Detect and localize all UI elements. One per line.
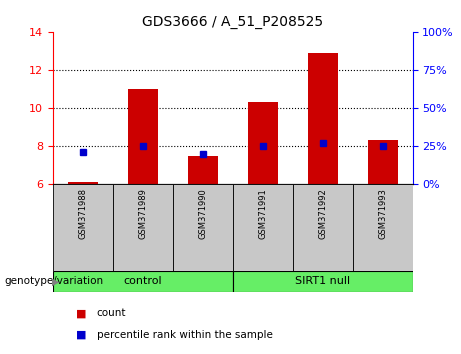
- Text: GSM371988: GSM371988: [78, 188, 88, 239]
- Bar: [308, 53, 337, 184]
- Text: genotype/variation: genotype/variation: [5, 276, 104, 286]
- Text: GSM371989: GSM371989: [138, 188, 148, 239]
- Text: GSM371991: GSM371991: [258, 188, 267, 239]
- Text: percentile rank within the sample: percentile rank within the sample: [97, 330, 273, 339]
- Text: GSM371992: GSM371992: [318, 188, 327, 239]
- Bar: [128, 89, 158, 184]
- Bar: [368, 140, 398, 184]
- Text: SIRT1 null: SIRT1 null: [295, 276, 350, 286]
- Bar: [248, 102, 278, 184]
- Bar: [293, 184, 353, 271]
- Bar: [53, 271, 233, 292]
- Text: ■: ■: [76, 308, 87, 318]
- Text: control: control: [124, 276, 162, 286]
- Bar: [188, 155, 218, 184]
- Text: GSM371990: GSM371990: [198, 188, 207, 239]
- Bar: [233, 184, 293, 271]
- Text: GSM371993: GSM371993: [378, 188, 387, 239]
- Title: GDS3666 / A_51_P208525: GDS3666 / A_51_P208525: [142, 16, 323, 29]
- Text: count: count: [97, 308, 126, 318]
- Bar: [353, 184, 413, 271]
- Bar: [233, 271, 413, 292]
- Bar: [113, 184, 173, 271]
- Text: ■: ■: [76, 330, 87, 339]
- Bar: [53, 184, 113, 271]
- Text: ▶: ▶: [52, 276, 59, 286]
- Bar: [68, 182, 98, 184]
- Bar: [173, 184, 233, 271]
